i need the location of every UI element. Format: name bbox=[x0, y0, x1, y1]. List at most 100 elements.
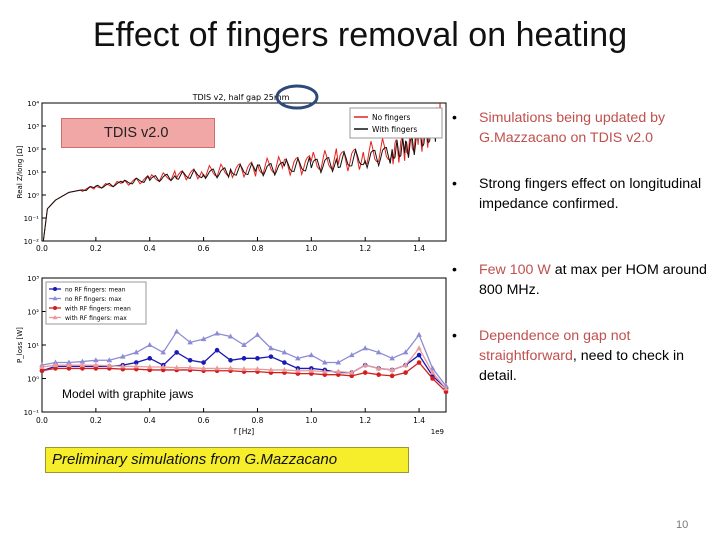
bullet-highlight-text: Dependence on gap not straightforward bbox=[479, 328, 631, 364]
data-point-marker bbox=[376, 372, 381, 377]
x-tick-label: 0.6 bbox=[198, 244, 210, 253]
data-point-marker bbox=[146, 342, 153, 347]
legend-marker bbox=[53, 287, 57, 291]
bullet-plain-text: at max per HOM around 800 MHz. bbox=[479, 262, 707, 298]
data-point-marker bbox=[200, 336, 207, 342]
data-point-marker bbox=[174, 350, 179, 355]
data-point-marker bbox=[335, 359, 342, 365]
data-point-marker bbox=[375, 349, 382, 355]
data-point-marker bbox=[416, 352, 422, 358]
data-point-marker bbox=[308, 367, 315, 373]
data-point-marker bbox=[430, 376, 435, 381]
data-point-marker bbox=[322, 359, 328, 365]
data-point-marker bbox=[443, 389, 449, 395]
y-tick-label: 10⁴ bbox=[27, 100, 39, 108]
data-point-marker bbox=[362, 345, 368, 351]
x-tick-label: 1.4 bbox=[413, 244, 425, 253]
data-point-marker bbox=[214, 347, 220, 353]
bullet-dot-icon: • bbox=[452, 262, 457, 278]
data-point-marker bbox=[282, 360, 287, 365]
y-axis-label: P_loss [W] bbox=[16, 327, 24, 363]
y-tick-label: 10⁻² bbox=[24, 238, 40, 246]
x-tick-label: 0.8 bbox=[251, 244, 263, 253]
x-tick-label: 0.2 bbox=[90, 244, 102, 253]
data-point-marker bbox=[403, 370, 408, 375]
data-point-marker bbox=[348, 352, 355, 358]
legend-entry: with RF fingers: max bbox=[65, 315, 127, 322]
data-point-marker bbox=[416, 360, 422, 365]
data-point-marker bbox=[53, 366, 58, 371]
legend-entry: no RF fingers: max bbox=[65, 296, 122, 303]
data-point-marker bbox=[268, 354, 274, 359]
y-tick-label: 10⁰ bbox=[27, 376, 39, 384]
data-point-marker bbox=[80, 366, 85, 371]
data-point-marker bbox=[133, 360, 139, 365]
data-point-marker bbox=[254, 331, 261, 337]
data-point-marker bbox=[133, 349, 140, 355]
y-axis-label: Real Z/long [Ω] bbox=[16, 145, 24, 198]
x-tick-label: 0.4 bbox=[144, 416, 156, 425]
legend-marker bbox=[52, 315, 58, 320]
data-point-marker bbox=[443, 385, 449, 391]
data-point-marker bbox=[241, 356, 247, 361]
data-point-marker bbox=[228, 357, 233, 363]
bullet-highlight-text: Few 100 W bbox=[479, 262, 551, 278]
y-tick-label: 10⁰ bbox=[27, 192, 39, 200]
data-point-marker bbox=[201, 360, 206, 365]
bullet-item: • Strong fingers effect on longitudinal … bbox=[452, 174, 714, 214]
tdis-version-label: TDIS v2.0 bbox=[61, 118, 215, 148]
data-point-marker bbox=[39, 364, 45, 370]
gap-highlight-circle bbox=[275, 84, 319, 110]
data-point-marker bbox=[362, 370, 368, 375]
x-tick-label: 1.0 bbox=[305, 244, 317, 253]
data-point-marker bbox=[402, 349, 409, 355]
bullet-text: Few 100 W at max per HOM around 800 MHz. bbox=[479, 260, 714, 300]
data-point-marker bbox=[39, 368, 45, 374]
data-point-marker bbox=[66, 366, 72, 371]
graphite-jaws-label: Model with graphite jaws bbox=[62, 387, 194, 401]
data-point-marker bbox=[146, 364, 153, 370]
data-point-marker bbox=[200, 365, 207, 371]
bullet-plain-text: , need to check in detail. bbox=[479, 348, 685, 384]
data-point-marker bbox=[93, 366, 99, 371]
data-point-marker bbox=[348, 369, 355, 375]
data-point-marker bbox=[214, 365, 220, 371]
data-point-marker bbox=[79, 362, 86, 368]
bullet-dot-icon: • bbox=[452, 110, 457, 126]
legend-box bbox=[349, 107, 443, 139]
data-point-marker bbox=[173, 364, 180, 370]
data-point-marker bbox=[389, 373, 395, 379]
data-point-marker bbox=[241, 342, 247, 347]
y-tick-label: 10³ bbox=[27, 275, 39, 283]
y-tick-label: 10¹ bbox=[27, 169, 39, 177]
y-tick-label: 10¹ bbox=[27, 342, 39, 350]
data-point-marker bbox=[227, 365, 234, 371]
x-tick-label: 0.4 bbox=[144, 244, 156, 253]
y-tick-label: 10⁻¹ bbox=[24, 215, 40, 223]
data-point-marker bbox=[281, 366, 288, 372]
x-tick-label: 0.0 bbox=[36, 244, 48, 253]
bullet-item: • Dependence on gap not straightforward,… bbox=[452, 326, 714, 386]
data-point-marker bbox=[322, 368, 328, 374]
data-point-marker bbox=[227, 333, 234, 339]
x-axis-label: f [Hz] bbox=[234, 427, 255, 436]
legend-box bbox=[45, 281, 147, 325]
data-point-marker bbox=[308, 352, 315, 358]
data-point-marker bbox=[255, 356, 260, 361]
legend-entry: no RF fingers: mean bbox=[65, 287, 126, 294]
legend-marker bbox=[53, 306, 57, 310]
page-number: 10 bbox=[676, 519, 689, 531]
data-point-marker bbox=[93, 362, 99, 368]
data-point-marker bbox=[416, 345, 422, 351]
bullet-plain-text: Strong fingers effect on longitudinal im… bbox=[479, 176, 702, 212]
y-tick-label: 10⁻¹ bbox=[24, 409, 40, 417]
data-point-marker bbox=[106, 362, 113, 368]
bullet-dot-icon: • bbox=[452, 176, 457, 192]
bullet-text: Dependence on gap not straightforward, n… bbox=[479, 326, 714, 386]
x-tick-label: 1.4 bbox=[413, 416, 425, 425]
x-tick-label: 0.2 bbox=[90, 416, 102, 425]
data-point-marker bbox=[254, 366, 261, 372]
data-point-marker bbox=[79, 358, 86, 364]
x-tick-label: 0.6 bbox=[198, 416, 210, 425]
data-point-marker bbox=[52, 359, 59, 365]
